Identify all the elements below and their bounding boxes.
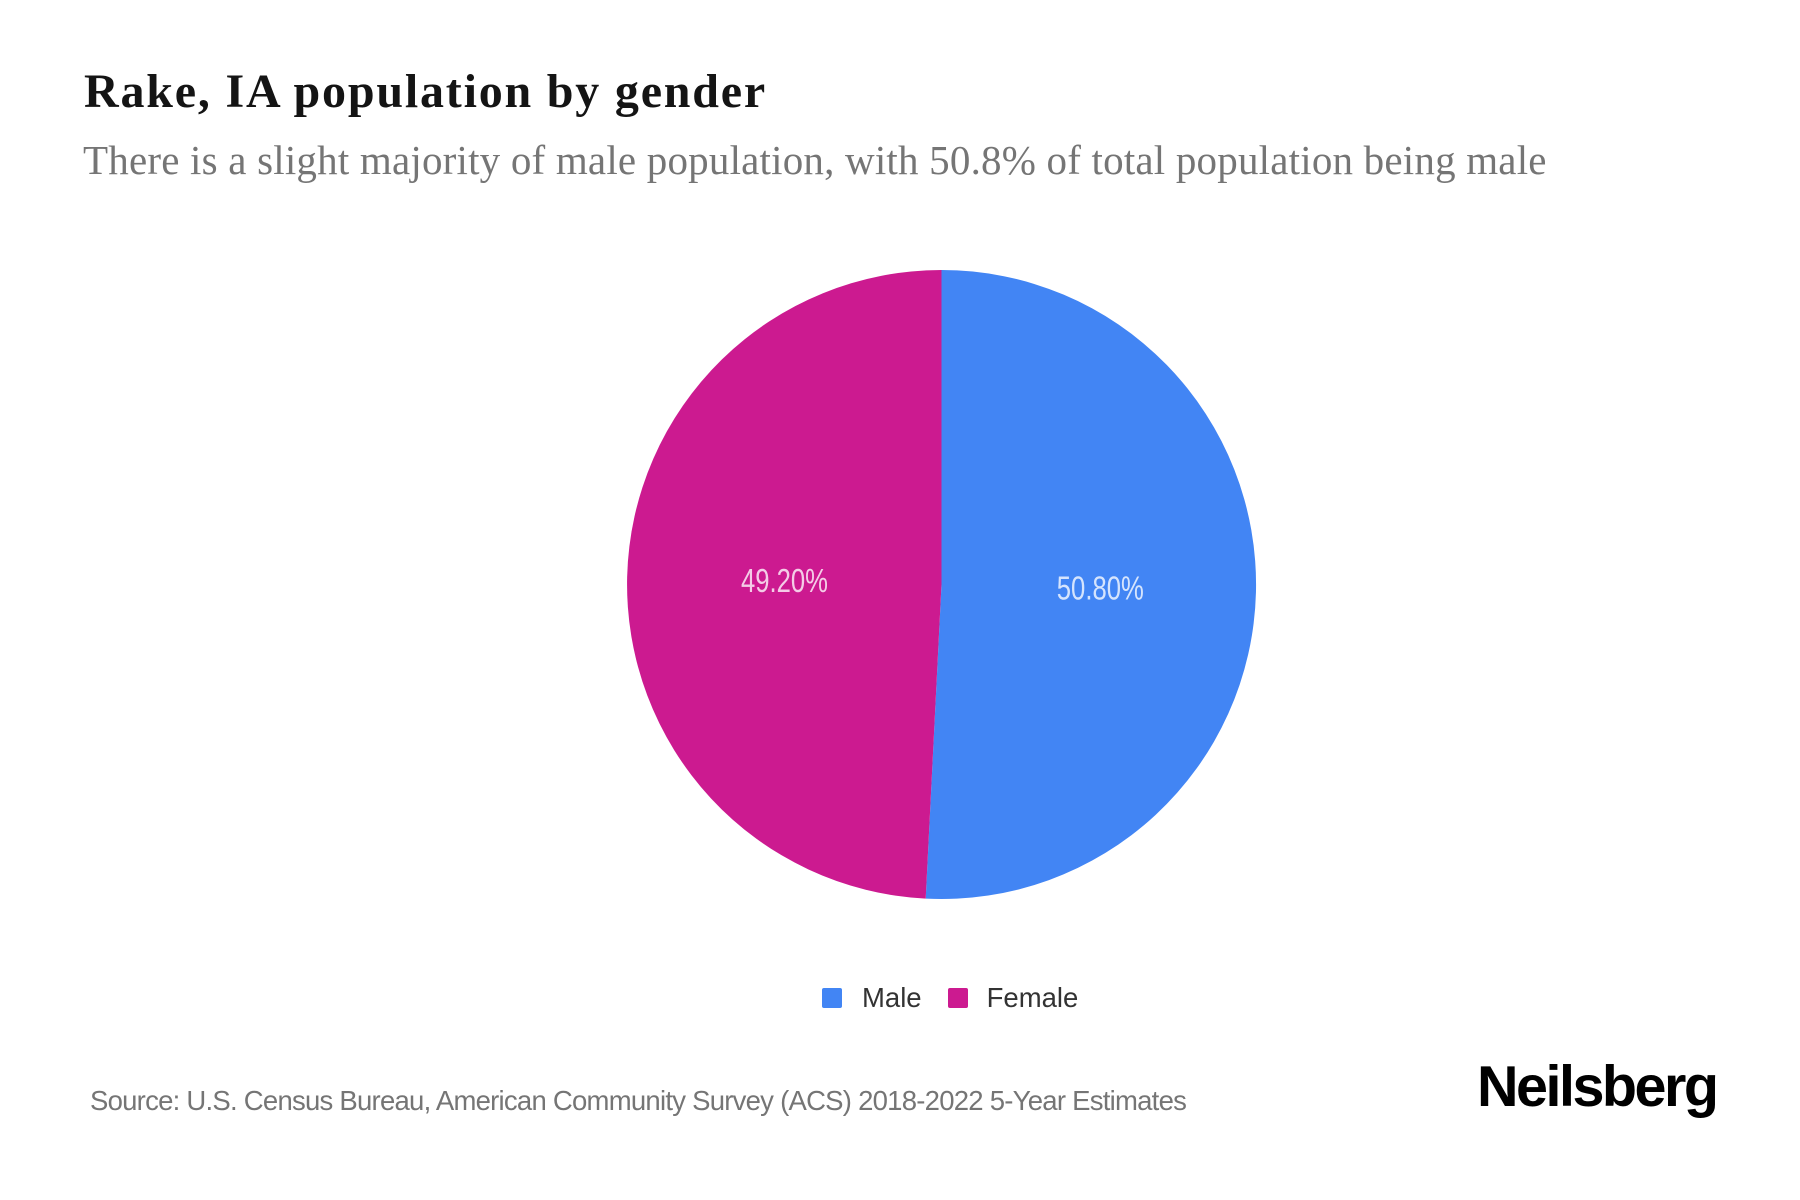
svg-text:49.20%: 49.20% [741,562,828,600]
svg-text:50.80%: 50.80% [1057,570,1144,608]
